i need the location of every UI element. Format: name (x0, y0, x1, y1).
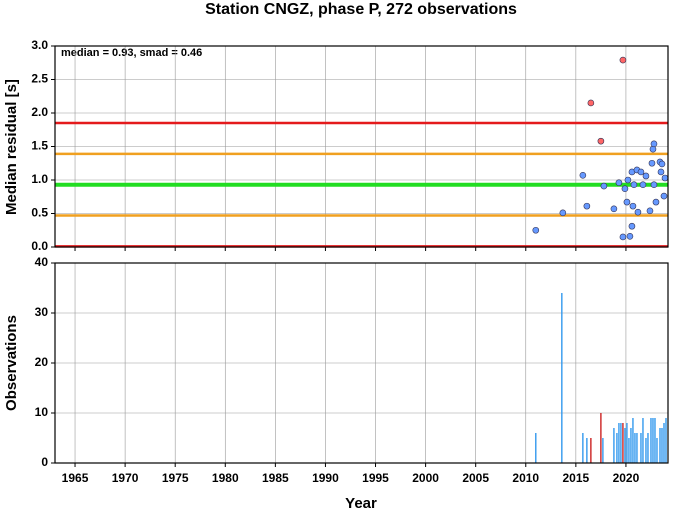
bar (561, 293, 563, 463)
point (623, 198, 631, 206)
point (650, 140, 658, 148)
point (646, 207, 654, 215)
point (642, 172, 650, 180)
x-tick-label: 1990 (312, 471, 339, 485)
point (652, 198, 660, 206)
point (637, 168, 645, 176)
y-tick-label: 10 (35, 405, 49, 419)
plot-frame (54, 262, 669, 464)
point (648, 159, 656, 167)
x-tick-label: 1970 (112, 471, 139, 485)
bar (652, 418, 654, 463)
x-tick-label: 2005 (462, 471, 489, 485)
bar (613, 428, 615, 463)
bar (535, 433, 537, 463)
bar (630, 428, 632, 463)
bar (602, 438, 604, 463)
y-tick-label: 1.5 (31, 139, 48, 153)
bar (661, 428, 663, 463)
bar (650, 418, 652, 463)
point (660, 192, 668, 200)
chart-title: Station CNGZ, phase P, 272 observations (205, 1, 517, 18)
bar (590, 438, 592, 463)
y-tick-label: 0.0 (31, 239, 48, 253)
point (661, 174, 669, 182)
point (559, 209, 567, 217)
bar (634, 433, 636, 463)
y-axis-label: Median residual [s] (3, 79, 20, 215)
point (639, 181, 647, 188)
x-tick-label: 1980 (212, 471, 239, 485)
point (628, 222, 636, 230)
point (657, 168, 665, 176)
x-tick-label: 2015 (562, 471, 589, 485)
y-tick-label: 3.0 (31, 38, 48, 52)
point (621, 185, 629, 193)
x-tick-label: 2020 (613, 471, 640, 485)
point (597, 137, 605, 145)
bar (618, 423, 620, 463)
bar (659, 428, 661, 463)
point (583, 202, 591, 210)
x-tick-label: 1985 (262, 471, 289, 485)
bar (647, 433, 649, 463)
bar (656, 438, 658, 463)
point (626, 232, 634, 240)
plot-frame (54, 45, 669, 248)
bar (616, 433, 618, 463)
point (649, 145, 657, 153)
point (615, 179, 623, 186)
x-tick-label: 1995 (362, 471, 389, 485)
y-tick-label: 30 (35, 305, 49, 319)
point (650, 181, 658, 188)
point (587, 99, 595, 107)
x-tick-label: 1965 (62, 471, 89, 485)
bar (632, 418, 634, 463)
y-tick-label: 0.5 (31, 206, 48, 220)
point (610, 205, 618, 213)
x-tick-label: 1975 (162, 471, 189, 485)
bar (636, 433, 638, 463)
point (630, 181, 638, 188)
x-axis-label: Year (345, 495, 377, 511)
point (624, 176, 632, 184)
point (619, 56, 627, 64)
point (634, 208, 642, 216)
bar (626, 423, 628, 463)
y-tick-label: 0 (41, 455, 48, 469)
x-tick-label: 2010 (512, 471, 539, 485)
bar (586, 438, 588, 463)
bar (640, 433, 642, 463)
bar (600, 413, 602, 463)
point (600, 182, 608, 190)
bar (622, 423, 624, 463)
bar (645, 438, 647, 463)
y-tick-label: 2.0 (31, 105, 48, 119)
y-axis-label: Observations (3, 315, 20, 411)
bar (654, 418, 656, 463)
x-tick-label: 2000 (412, 471, 439, 485)
bar (642, 418, 644, 463)
y-tick-label: 20 (35, 355, 49, 369)
point (532, 226, 540, 234)
bar (582, 433, 584, 463)
bar (628, 438, 630, 463)
bar (620, 423, 622, 463)
bar (624, 428, 626, 463)
y-tick-label: 2.5 (31, 72, 48, 86)
point (629, 202, 637, 210)
bar (663, 423, 665, 463)
bar (665, 418, 667, 463)
annotation: median = 0.93, smad = 0.46 (61, 47, 202, 59)
point (619, 233, 627, 241)
y-tick-label: 40 (35, 255, 49, 269)
y-tick-label: 1.0 (31, 172, 48, 186)
point (658, 160, 666, 168)
point (579, 172, 587, 179)
